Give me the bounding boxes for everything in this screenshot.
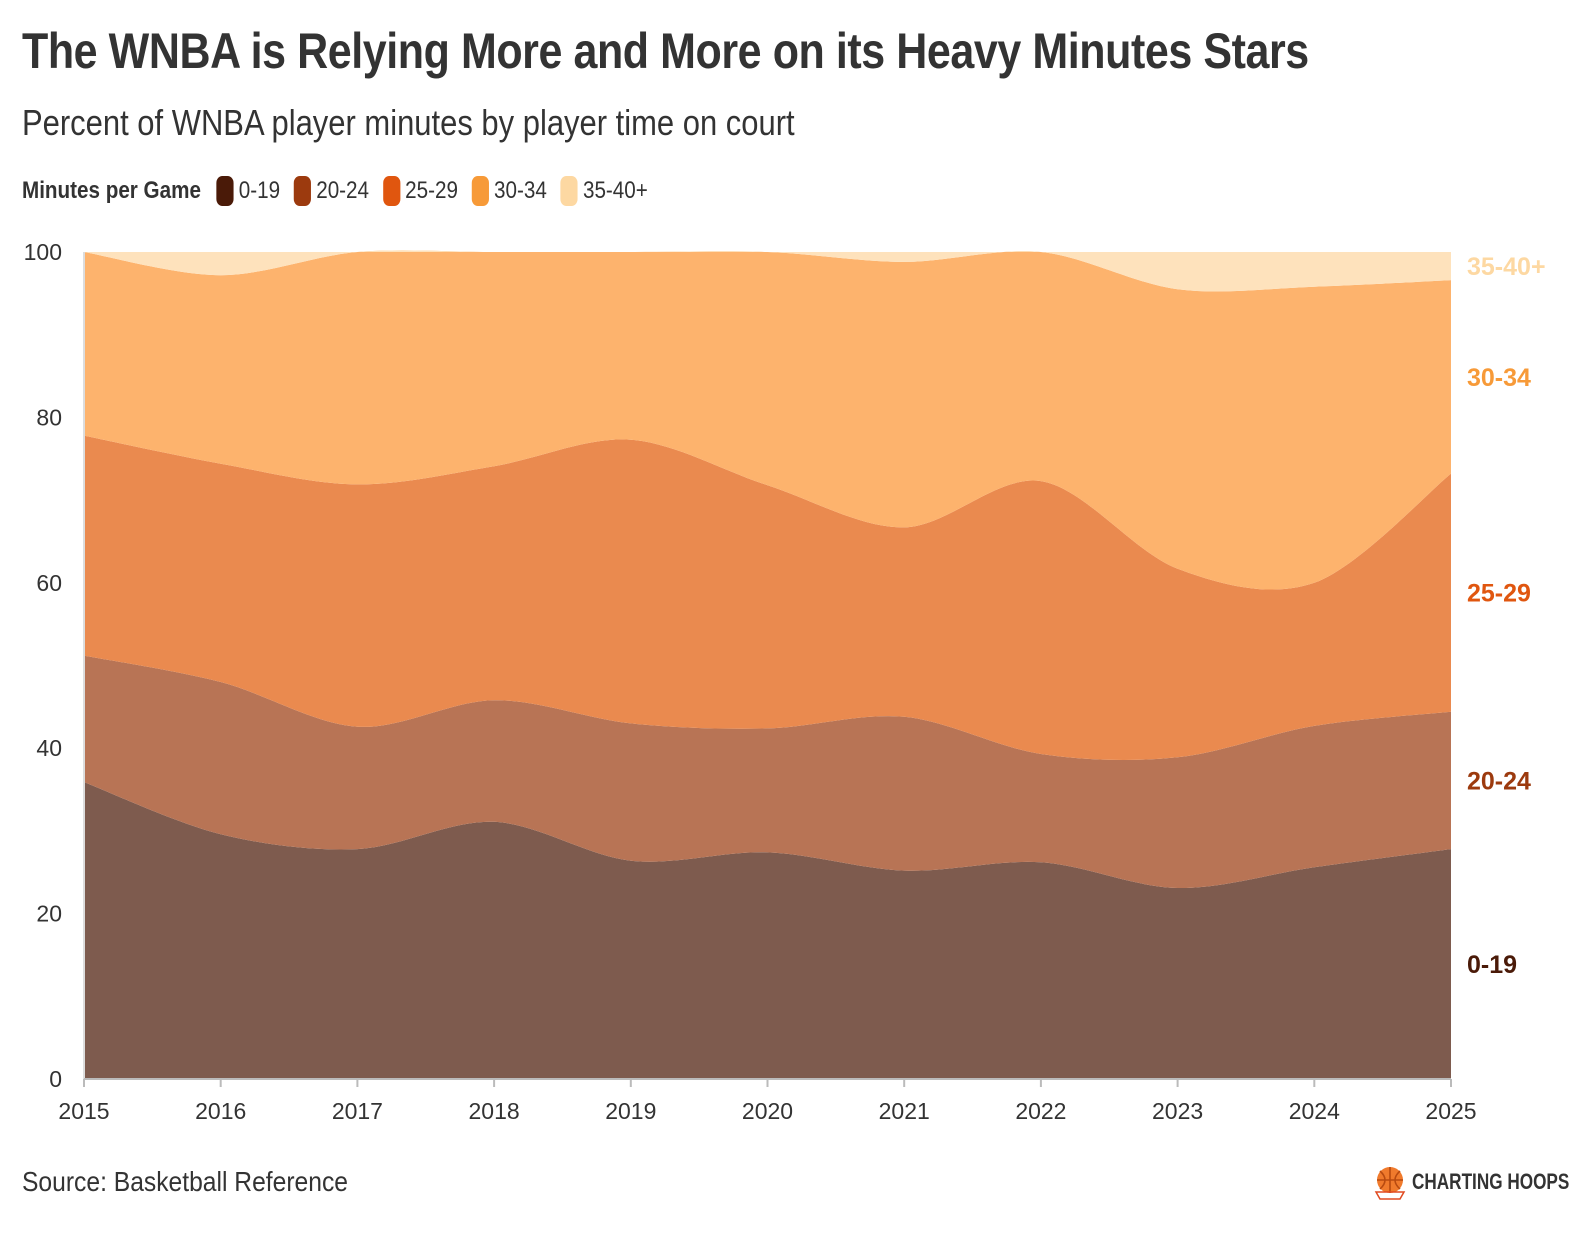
- stacked-area-chart: 0 20 40 60 80 100 2015 2016 2017 2018 2019 2020 2021…: [24, 239, 1546, 1124]
- y-tick-label-100: 100: [24, 239, 62, 265]
- legend-swatch-25-29: [382, 176, 400, 206]
- legend-swatch-0-19: [216, 176, 234, 206]
- area-series-25-29: [84, 435, 1451, 760]
- x-tick-label-2017: 2017: [332, 1098, 383, 1124]
- x-tick-label-2025: 2025: [1425, 1098, 1476, 1124]
- legend-title: Minutes per Game: [22, 177, 201, 204]
- legend-item-25-29: 25-29: [382, 176, 458, 206]
- end-label-25-29: 25-29: [1467, 580, 1531, 608]
- source-note: Source: Basketball Reference: [22, 1166, 348, 1197]
- x-tick-label-2024: 2024: [1289, 1098, 1340, 1124]
- legend-label-30-34: 30-34: [494, 177, 547, 204]
- chart-subtitle: Percent of WNBA player minutes by player…: [22, 102, 795, 143]
- brand-logo: CHARTING HOOPS: [1372, 1164, 1588, 1200]
- brand-name: CHARTING HOOPS: [1412, 1169, 1570, 1194]
- legend-label-20-24: 20-24: [316, 177, 370, 204]
- y-tick-label-80: 80: [36, 404, 62, 430]
- legend-swatch-20-24: [293, 176, 312, 206]
- area-series-0-19: [84, 782, 1451, 1079]
- basketball-icon: [1374, 1167, 1406, 1200]
- end-label-20-24: 20-24: [1467, 767, 1531, 795]
- area-series-20-24: [84, 655, 1451, 889]
- end-label-30-34: 30-34: [1467, 364, 1531, 392]
- legend-item-30-34: 30-34: [471, 176, 547, 206]
- legend-item-35-40: 35-40+: [560, 176, 648, 206]
- x-tick-label-2018: 2018: [469, 1098, 520, 1124]
- x-tick-label-2019: 2019: [605, 1098, 656, 1124]
- legend-label-35-40: 35-40+: [582, 177, 648, 204]
- area-series-30-34: [84, 250, 1451, 590]
- end-label-35-40: 35-40+: [1467, 253, 1546, 281]
- legend: Minutes per Game 0-19 20-24 25-29 30-34 …: [22, 176, 662, 206]
- y-tick-label-60: 60: [36, 570, 62, 596]
- legend-label-0-19: 0-19: [238, 177, 281, 204]
- y-tick-label-40: 40: [36, 735, 62, 761]
- legend-swatch-30-34: [471, 176, 489, 206]
- x-tick-label-2022: 2022: [1015, 1098, 1066, 1124]
- legend-item-20-24: 20-24: [293, 176, 370, 206]
- y-tick-label-20: 20: [36, 901, 62, 927]
- legend-swatch-35-40: [560, 176, 578, 206]
- chart-title: The WNBA is Relying More and More on its…: [22, 23, 1309, 79]
- area-series-35-40: [84, 250, 1451, 292]
- x-tick-label-2015: 2015: [58, 1098, 109, 1124]
- x-tick-label-2020: 2020: [742, 1098, 793, 1124]
- end-label-0-19: 0-19: [1467, 951, 1517, 979]
- y-tick-label-0: 0: [49, 1066, 62, 1092]
- legend-label-25-29: 25-29: [405, 177, 458, 204]
- x-tick-label-2016: 2016: [195, 1098, 246, 1124]
- x-tick-label-2021: 2021: [879, 1098, 930, 1124]
- legend-item-0-19: 0-19: [216, 176, 280, 206]
- x-tick-label-2023: 2023: [1152, 1098, 1203, 1124]
